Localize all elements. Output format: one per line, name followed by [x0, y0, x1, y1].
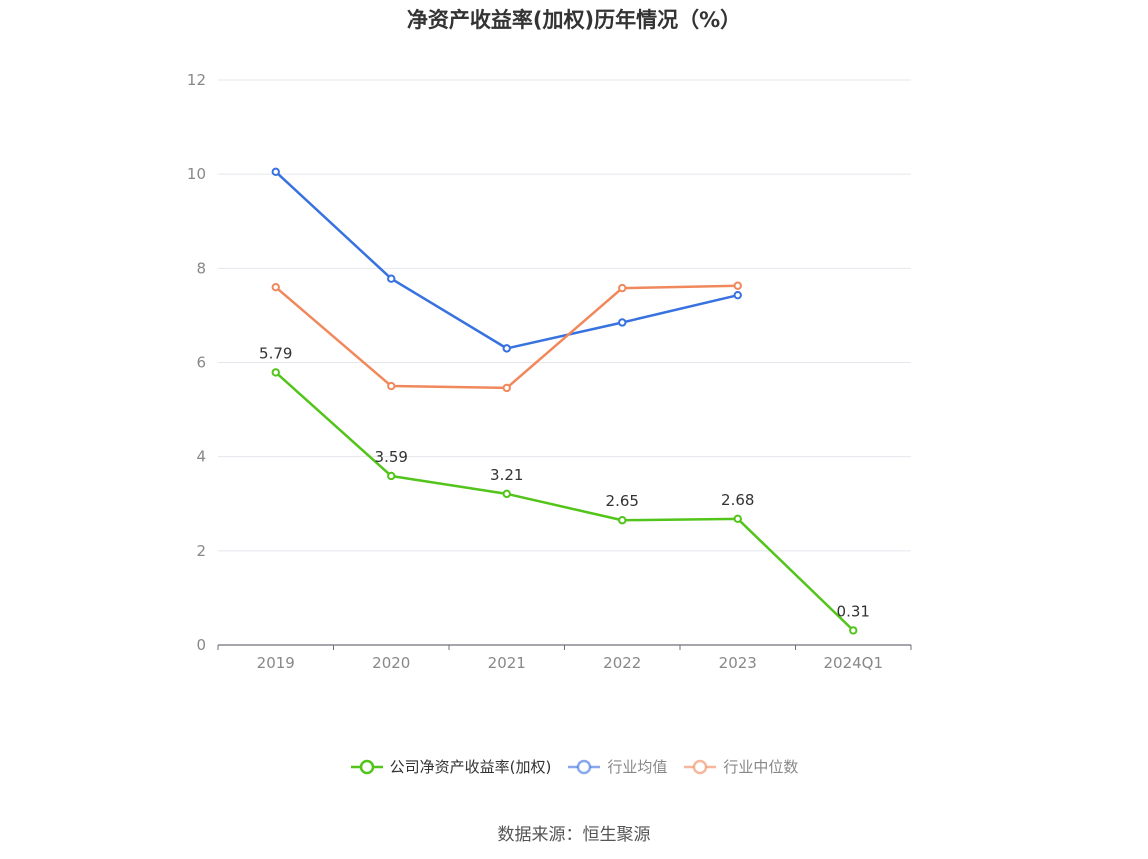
data-point — [271, 282, 280, 292]
y-tick-label: 4 — [196, 448, 206, 466]
series-line — [274, 170, 739, 350]
legend: 公司净资产收益率(加权) 行业均值 行业中位数 — [0, 756, 1148, 777]
grid-lines — [218, 79, 911, 552]
axes: 0 2 4 6 8 10 12 2019 2020 2021 2022 2023 2024Q1 — [187, 71, 912, 672]
legend-item[interactable]: 公司净资产收益率(加权) — [350, 756, 552, 777]
data-label: 2.65 — [606, 492, 639, 510]
data-point — [733, 281, 742, 290]
data-point — [502, 489, 511, 499]
legend-label: 行业均值 — [607, 758, 668, 776]
y-tick-label: 0 — [196, 636, 206, 654]
data-label: 3.21 — [490, 466, 523, 484]
data-label: 5.79 — [259, 344, 292, 362]
data-label: 3.59 — [375, 448, 408, 466]
data-label: 2.68 — [721, 491, 754, 509]
legend-item[interactable]: 行业中位数 — [683, 756, 798, 777]
legend-item[interactable]: 行业均值 — [567, 756, 667, 777]
data-point — [733, 514, 742, 524]
y-tick-label: 12 — [187, 71, 206, 89]
source-note: 数据来源：恒生聚源 — [497, 825, 651, 845]
legend-label: 公司净资产收益率(加权) — [389, 758, 552, 776]
data-point — [733, 290, 742, 300]
y-tick-label: 6 — [196, 354, 206, 372]
data-labels: 5.79 3.59 3.21 2.65 2.68 0.31 — [259, 344, 870, 620]
x-tick-label: 2019 — [257, 654, 295, 672]
series-line — [274, 371, 855, 632]
data-point — [271, 167, 280, 177]
x-tick-label: 2024Q1 — [823, 654, 883, 672]
data-point — [271, 368, 280, 377]
y-tick-label: 10 — [187, 165, 206, 183]
data-label: 0.31 — [837, 602, 870, 620]
y-tick-label: 8 — [196, 259, 206, 277]
data-point — [387, 274, 396, 283]
data-point — [502, 383, 511, 393]
data-point — [618, 318, 627, 327]
data-point — [618, 283, 627, 293]
x-tick-label: 2020 — [372, 654, 410, 672]
data-point — [618, 516, 627, 525]
series-line — [274, 284, 738, 390]
data-point — [849, 626, 858, 635]
x-tick-label: 2023 — [719, 654, 757, 672]
legend-swatch — [350, 759, 383, 774]
y-tick-label: 2 — [196, 542, 206, 560]
series-lines — [271, 167, 858, 635]
legend-label: 行业中位数 — [723, 758, 799, 776]
data-point — [387, 381, 396, 391]
data-point — [387, 471, 396, 481]
data-point — [502, 344, 511, 353]
legend-swatch — [568, 759, 601, 774]
chart-title: 净资产收益率(加权)历年情况（%） — [406, 8, 742, 32]
x-tick-label: 2021 — [488, 654, 526, 672]
x-tick-label: 2022 — [603, 654, 641, 672]
legend-swatch — [684, 759, 717, 774]
